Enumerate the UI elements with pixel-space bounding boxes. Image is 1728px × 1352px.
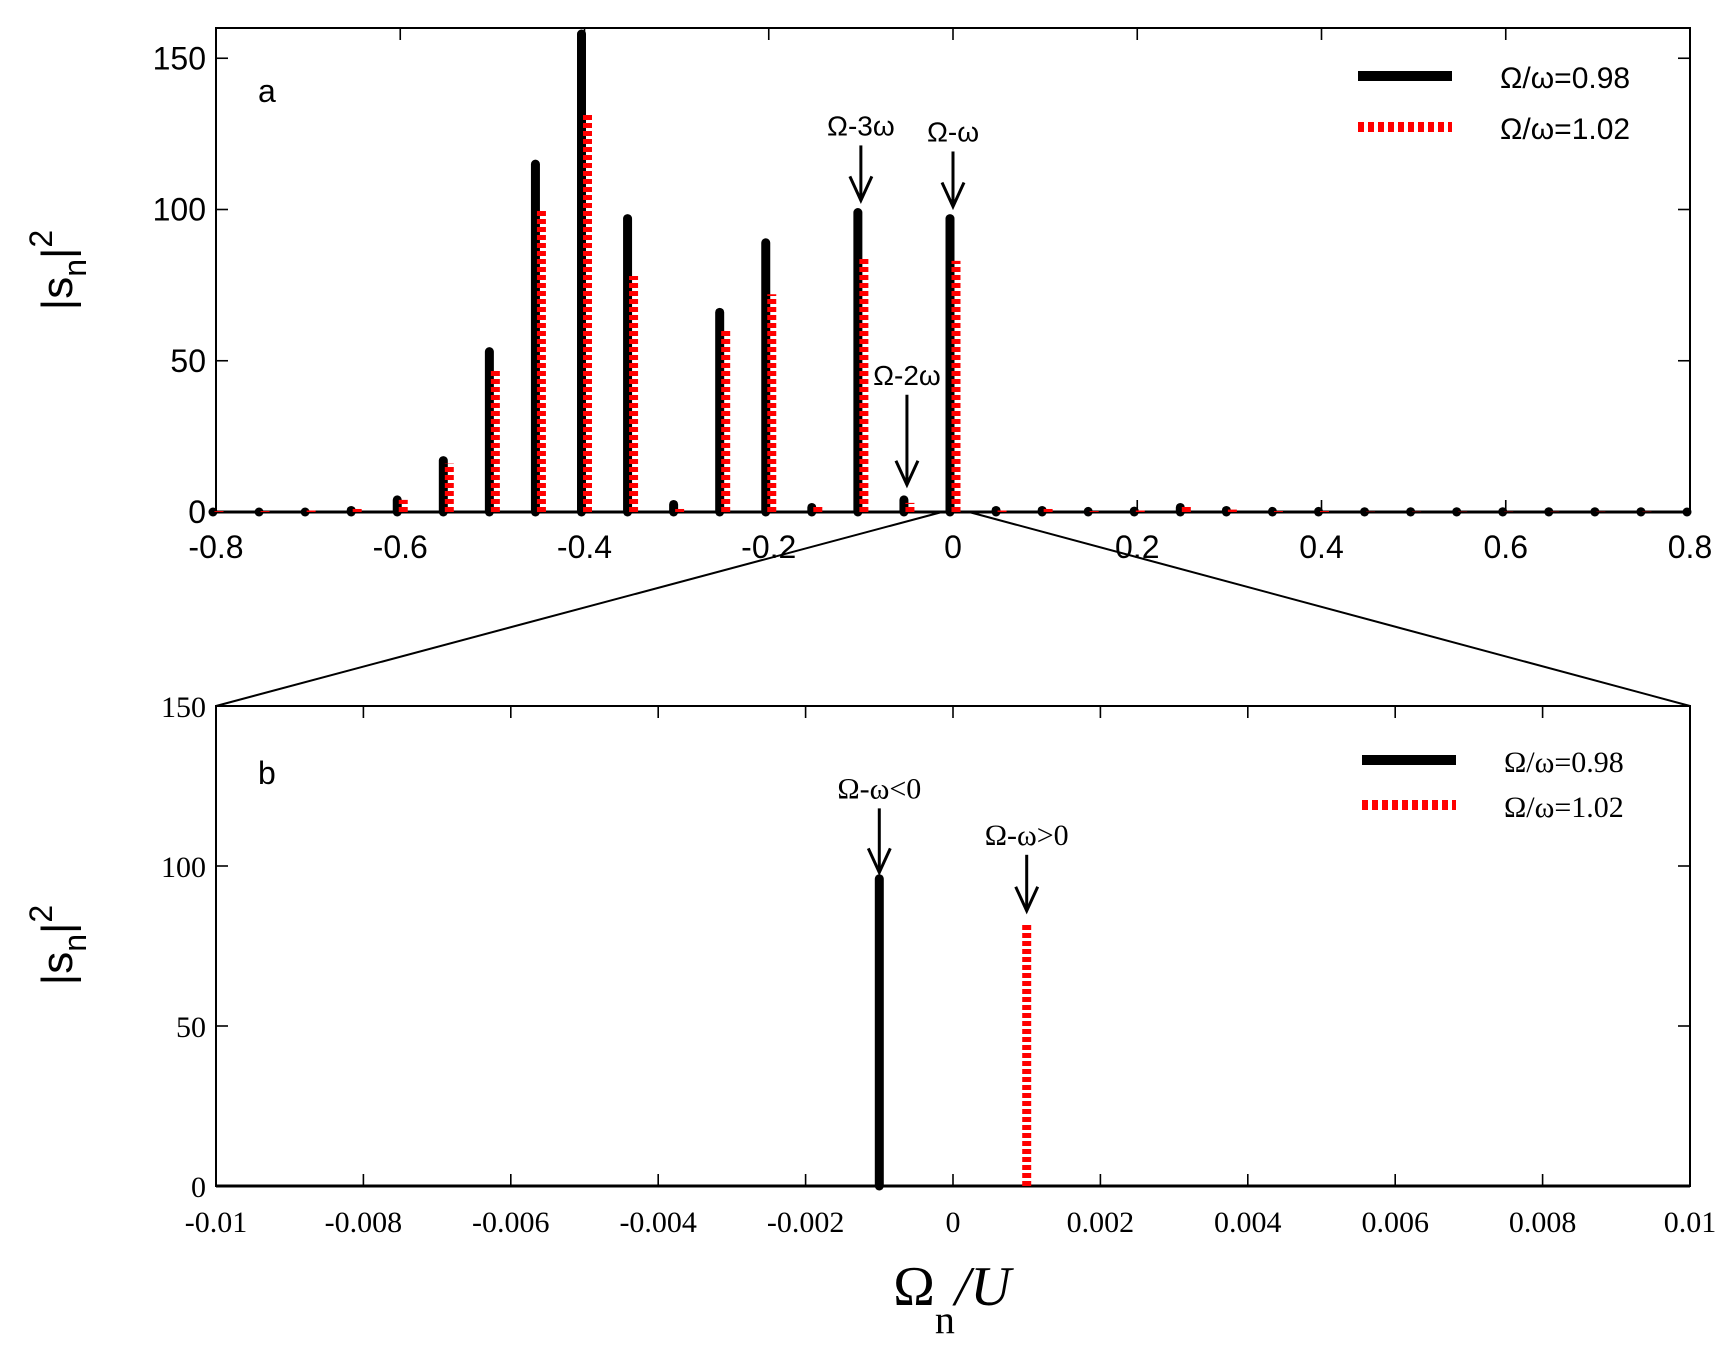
panel-b-ylabel-sub: n — [57, 934, 93, 952]
x-tick-label: 0.002 — [1067, 1206, 1135, 1239]
svg-text:|sn|2: |sn|2 — [23, 905, 93, 985]
annotation-label: Ω-3ω — [827, 110, 895, 141]
x-tick-label: -0.006 — [472, 1206, 550, 1239]
panel-a-label: a — [258, 73, 276, 109]
panel-b-xlabel-main: Ω — [893, 1256, 935, 1318]
panel-b-frame — [215, 705, 1691, 1187]
legend-a-label-dotted: Ω/ω=1.02 — [1500, 113, 1630, 146]
annotation-label: Ω-2ω — [873, 360, 941, 391]
x-tick-label: -0.004 — [619, 1206, 697, 1239]
panel-a-legend: Ω/ω=0.98 Ω/ω=1.02 — [1358, 62, 1630, 146]
annotation-label: Ω-ω — [927, 116, 979, 147]
panel-a-annotations: Ω-3ω Ω-ω Ω-2ω — [827, 110, 979, 489]
panel-a-ylabel-bar: | — [33, 248, 82, 259]
x-tick-label: -0.002 — [767, 1206, 845, 1239]
panel-b-legend: Ω/ω=0.98 Ω/ω=1.02 — [1362, 746, 1624, 824]
annotation-arrow-head — [940, 181, 966, 211]
panel-a-x-tick-labels: -0.8 -0.6 -0.4 -0.2 0 0.2 0.4 0.6 0.8 — [188, 529, 1712, 565]
panel-a-y-tick-labels: 0 50 100 150 — [153, 40, 206, 530]
y-tick-label: 0 — [188, 494, 206, 530]
annotation-arrow-head — [894, 460, 920, 489]
panel-b-ylabel-sup: 2 — [23, 905, 59, 923]
panel-b-ylabel-main: |s — [33, 952, 82, 985]
x-tick-label: 0 — [946, 1206, 961, 1239]
zoom-line-left — [215, 511, 943, 707]
annotation-label: Ω-ω<0 — [837, 772, 921, 805]
panel-a-ylabel: |sn|2 — [23, 230, 93, 310]
zoom-line-right — [968, 511, 1691, 707]
y-tick-label: 150 — [161, 691, 206, 724]
x-tick-label: -0.2 — [741, 529, 796, 565]
panel-b: -0.01 -0.008 -0.006 -0.004 -0.002 0 0.002 0.004… — [23, 691, 1716, 1342]
legend-b-label-solid: Ω/ω=0.98 — [1504, 746, 1624, 779]
y-tick-label: 0 — [191, 1171, 206, 1204]
y-tick-label: 50 — [176, 1011, 206, 1044]
panel-a-ylabel-main: |s — [33, 277, 82, 310]
panel-b-y-tick-labels: 0 50 100 150 — [161, 691, 206, 1204]
panel-a-marks — [208, 29, 1692, 517]
panel-b-x-tick-labels: -0.01 -0.008 -0.006 -0.004 -0.002 0 0.002 0.004… — [185, 1206, 1717, 1239]
panel-b-xlabel-sub: n — [935, 1297, 955, 1342]
annotation-arrow-head — [848, 175, 874, 205]
x-tick-label: -0.4 — [557, 529, 612, 565]
y-tick-label: 150 — [153, 40, 206, 76]
zoom-connector — [215, 511, 1691, 707]
svg-text:|sn|2: |sn|2 — [23, 230, 93, 310]
x-tick-label: -0.6 — [373, 529, 428, 565]
panel-a: -0.8 -0.6 -0.4 -0.2 0 0.2 0.4 0.6 0.8 050100150 … — [23, 27, 1712, 565]
x-tick-label: -0.01 — [185, 1206, 248, 1239]
x-tick-label: 0.4 — [1299, 529, 1343, 565]
legend-a-label-solid: Ω/ω=0.98 — [1500, 62, 1630, 95]
annotation-arrow-head — [1014, 886, 1040, 915]
x-tick-label: 0.6 — [1484, 529, 1528, 565]
x-tick-label: 0.01 — [1664, 1206, 1717, 1239]
x-tick-label: 0.008 — [1509, 1206, 1577, 1239]
x-tick-label: -0.008 — [325, 1206, 403, 1239]
y-tick-label: 50 — [170, 343, 206, 379]
x-tick-label: 0.8 — [1668, 529, 1712, 565]
x-tick-label: -0.8 — [188, 529, 243, 565]
panel-a-ylabel-sup: 2 — [23, 230, 59, 248]
panel-b-xlabel-tail: /U — [952, 1256, 1015, 1318]
y-tick-label: 100 — [153, 192, 206, 228]
panel-b-xlabel: Ωn/U — [893, 1256, 1014, 1342]
legend-b-label-dotted: Ω/ω=1.02 — [1504, 791, 1624, 824]
panel-b-ticks — [215, 705, 1691, 1187]
panel-b-annotations: Ω-ω<0 Ω-ω>0 — [837, 772, 1069, 915]
annotation-arrow-head — [866, 847, 892, 877]
panel-b-ylabel: |sn|2 — [23, 905, 93, 985]
panel-a-ylabel-sub: n — [57, 259, 93, 277]
panel-b-marks — [216, 874, 1690, 1191]
y-tick-label: 100 — [161, 851, 206, 884]
panel-b-label: b — [258, 755, 276, 791]
x-tick-label: 0.004 — [1214, 1206, 1282, 1239]
x-tick-label: 0.2 — [1115, 529, 1159, 565]
x-tick-label: 0 — [944, 529, 962, 565]
annotation-label: Ω-ω>0 — [985, 819, 1069, 852]
x-tick-label: 0.006 — [1361, 1206, 1429, 1239]
panel-b-ylabel-bar: | — [33, 923, 82, 934]
